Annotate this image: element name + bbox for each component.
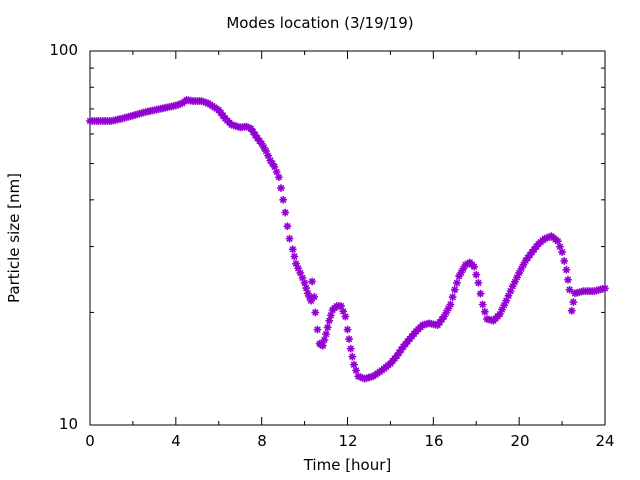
data-point: [341, 312, 350, 321]
data-point: [288, 245, 297, 254]
data-point: [348, 352, 357, 361]
data-point: [562, 265, 571, 274]
data-point: [281, 208, 290, 217]
data-point: [563, 275, 572, 284]
data-point: [352, 366, 361, 375]
data-point: [337, 302, 346, 311]
data-points: [86, 95, 610, 383]
data-point: [290, 252, 299, 261]
data-point: [272, 167, 281, 176]
y-tick-label: 10: [58, 415, 78, 433]
data-point: [311, 308, 320, 317]
data-point: [298, 273, 307, 282]
x-tick-label: 24: [595, 432, 615, 450]
x-tick-label: 4: [171, 432, 181, 450]
data-point: [558, 248, 567, 257]
data-point: [318, 341, 327, 350]
data-point: [320, 335, 329, 344]
data-point: [553, 237, 562, 246]
data-point: [569, 298, 578, 307]
data-point: [310, 292, 319, 301]
data-point: [450, 285, 459, 294]
data-point: [323, 323, 332, 332]
data-point: [478, 300, 487, 309]
data-point: [446, 300, 455, 309]
data-point: [567, 306, 576, 315]
y-tick-label: 100: [49, 41, 78, 59]
y-axis-label: Particle size [nm]: [5, 173, 23, 303]
data-point: [346, 344, 355, 353]
data-point: [474, 278, 483, 287]
x-tick-label: 12: [338, 432, 358, 450]
data-point: [440, 312, 449, 321]
data-point: [302, 284, 311, 293]
tick-marks: [89, 50, 606, 426]
data-point: [349, 360, 358, 369]
x-tick-label: 0: [85, 432, 95, 450]
data-point: [283, 222, 292, 231]
data-point: [308, 277, 317, 286]
data-point: [274, 173, 283, 182]
x-tick-label: 20: [510, 432, 530, 450]
data-point: [279, 195, 288, 204]
data-point: [442, 308, 451, 317]
x-tick-label: 16: [424, 432, 444, 450]
data-point: [322, 330, 331, 339]
data-point: [345, 335, 354, 344]
data-point: [276, 184, 285, 193]
data-point: [555, 242, 564, 251]
data-point: [470, 262, 479, 271]
data-point: [480, 307, 489, 316]
x-axis-label: Time [hour]: [303, 456, 392, 474]
data-point: [600, 284, 610, 293]
data-point: [343, 325, 352, 334]
data-point: [476, 289, 485, 298]
x-tick-label: 8: [257, 432, 267, 450]
data-point: [448, 293, 457, 302]
data-point: [313, 325, 322, 334]
data-point: [560, 256, 569, 265]
data-point: [565, 285, 574, 294]
data-point: [452, 278, 461, 287]
chart-title: Modes location (3/19/19): [226, 14, 414, 32]
data-point: [339, 307, 348, 316]
data-point: [472, 270, 481, 279]
data-point: [285, 234, 294, 243]
